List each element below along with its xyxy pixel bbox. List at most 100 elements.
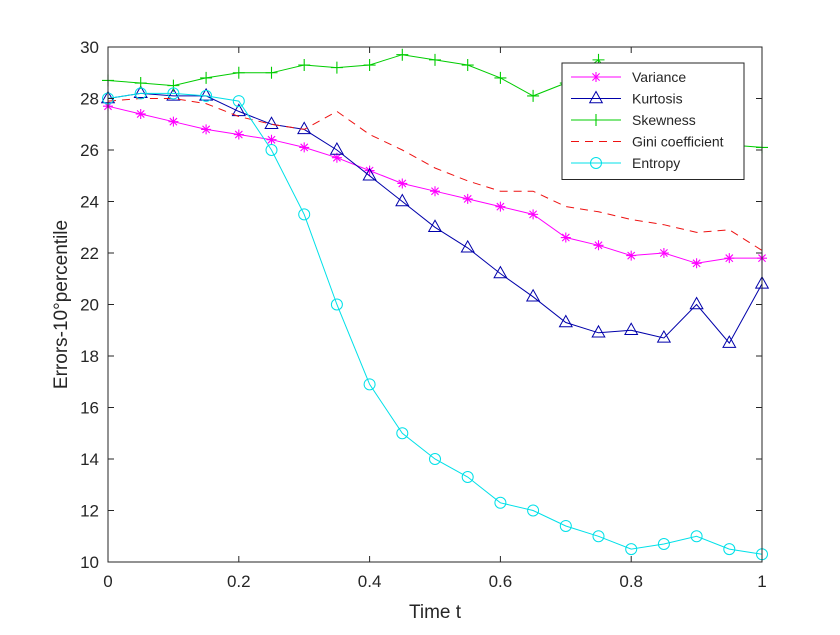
- data-point: [495, 201, 506, 212]
- data-point: [266, 134, 277, 145]
- data-point: [658, 248, 669, 258]
- y-tick-label: 12: [80, 502, 99, 521]
- legend-label: Kurtosis: [632, 91, 683, 107]
- data-point: [691, 258, 702, 269]
- data-point: [429, 453, 441, 465]
- data-point: [299, 142, 310, 153]
- data-point: [461, 471, 474, 484]
- x-tick-label: 0.2: [227, 572, 251, 591]
- data-point: [331, 152, 342, 163]
- data-point: [527, 89, 540, 102]
- data-point: [298, 208, 311, 221]
- y-tick-label: 10: [80, 553, 99, 572]
- y-tick-label: 16: [80, 399, 99, 418]
- data-point: [232, 66, 245, 79]
- y-tick-label: 24: [80, 193, 99, 212]
- x-tick-label: 0.8: [619, 572, 643, 591]
- data-point: [200, 71, 213, 84]
- legend: Variance Kurtosis Skewness Gini coefficient…: [561, 62, 745, 180]
- data-point: [135, 108, 146, 119]
- data-point: [330, 61, 343, 74]
- data-point: [560, 232, 571, 243]
- data-point: [201, 124, 212, 135]
- data-point: [690, 530, 703, 543]
- data-point: [494, 71, 507, 84]
- data-point: [200, 89, 213, 102]
- data-point: [525, 288, 541, 302]
- data-point: [396, 427, 409, 440]
- series-layer: [100, 48, 770, 561]
- data-point: [590, 157, 602, 169]
- data-point: [723, 543, 736, 556]
- data-point: [233, 129, 244, 140]
- data-point: [559, 519, 572, 532]
- data-point: [397, 178, 408, 189]
- data-point: [430, 186, 440, 197]
- series-kurtosis: [100, 85, 770, 348]
- data-point: [167, 79, 180, 92]
- data-point: [460, 239, 475, 253]
- data-point: [364, 165, 375, 176]
- series-entropy: [102, 87, 768, 561]
- y-tick-label: 20: [80, 296, 99, 315]
- data-point: [264, 116, 279, 129]
- data-point: [395, 193, 410, 207]
- legend-entry: Skewness: [571, 112, 696, 128]
- data-point: [590, 114, 602, 126]
- legend-label: Variance: [632, 69, 686, 85]
- x-tick-label: 0.4: [358, 572, 382, 591]
- data-point: [265, 144, 278, 156]
- data-point: [722, 335, 737, 348]
- legend-entry: Entropy: [571, 155, 680, 171]
- y-tick-label: 22: [80, 244, 99, 263]
- data-point: [134, 77, 147, 90]
- data-point: [167, 87, 180, 100]
- y-tick-label: 28: [80, 90, 99, 109]
- legend-entry: Gini coefficient: [571, 134, 724, 150]
- x-axis-label: Time t: [409, 602, 462, 623]
- data-point: [591, 324, 606, 338]
- legend-label: Skewness: [632, 112, 696, 128]
- data-point: [168, 116, 179, 127]
- data-point: [362, 167, 377, 181]
- data-point: [724, 253, 735, 264]
- data-point: [625, 543, 638, 556]
- data-point: [231, 103, 246, 117]
- y-axis-label: Errors-10°percentile: [51, 220, 72, 389]
- data-point: [298, 59, 311, 72]
- data-point: [232, 95, 245, 108]
- series-line-entropy: [107, 92, 763, 555]
- series-line-gini-coefficient: [107, 98, 763, 251]
- data-point: [265, 66, 278, 79]
- data-point: [527, 504, 540, 517]
- data-point: [624, 322, 639, 335]
- axis-ticks: 0 0.2 0.4 0.6 0.8 1 10 12 14 16 18 20 22 24 26 28 30: [80, 38, 767, 591]
- data-point: [528, 209, 539, 220]
- y-tick-label: 18: [80, 347, 99, 366]
- data-point: [198, 87, 214, 101]
- data-point: [591, 72, 601, 82]
- data-point: [656, 329, 672, 343]
- data-point: [396, 48, 409, 61]
- data-point: [363, 59, 376, 72]
- series-line-kurtosis: [107, 92, 763, 344]
- data-point: [134, 87, 147, 100]
- x-tick-label: 0.6: [489, 572, 513, 591]
- x-tick-label: 1: [757, 572, 766, 591]
- data-point: [166, 87, 181, 101]
- legend-entry: Kurtosis: [571, 90, 683, 107]
- legend-entry: Variance: [571, 69, 686, 85]
- x-tick-label: 0: [103, 572, 112, 591]
- legend-box: [561, 62, 745, 180]
- data-point: [330, 298, 343, 311]
- data-point: [588, 90, 604, 104]
- data-point: [493, 265, 508, 279]
- data-point: [626, 250, 637, 261]
- data-point: [593, 240, 604, 251]
- legend-label: Gini coefficient: [632, 134, 724, 150]
- data-point: [657, 537, 670, 550]
- data-point: [427, 219, 443, 232]
- data-point: [494, 496, 507, 509]
